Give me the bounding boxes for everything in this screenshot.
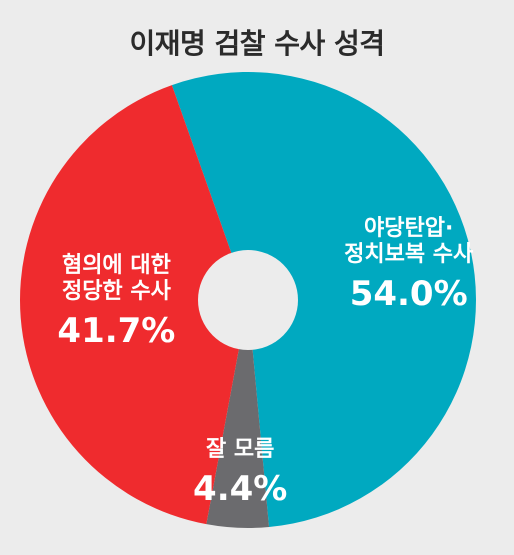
slice-value-label-1: 4.4%: [193, 469, 287, 509]
slice-value-label-0: 54.0%: [350, 274, 468, 314]
slice-value-label-2: 41.7%: [57, 311, 175, 351]
pie-slice-0: [171, 72, 476, 528]
slice-name-0-1: 정치보복 수사: [344, 242, 474, 267]
slice-name-0-0: 야당탄압·: [364, 216, 453, 241]
slice-name-2-1: 정당한 수사: [62, 279, 172, 304]
chart-title: 이재명 검찰 수사 성격: [129, 27, 385, 60]
pie-slice-1: [206, 300, 270, 529]
donut-hole: [198, 250, 298, 350]
slice-name-2-0: 혐의에 대한: [62, 252, 171, 278]
pie-slice-2: [20, 85, 248, 525]
slice-name-1-0: 잘 모름: [206, 437, 274, 462]
